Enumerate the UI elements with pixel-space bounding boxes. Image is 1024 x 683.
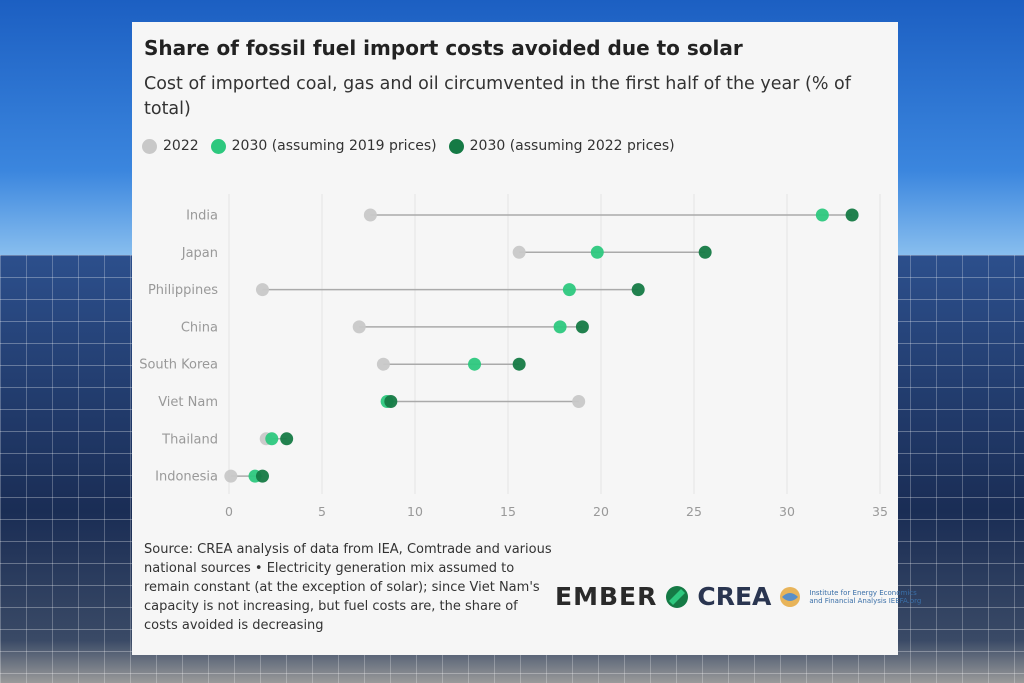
ieefa-logo: Institute for Energy Economics and Finan… (809, 588, 922, 605)
data-point (815, 208, 829, 222)
legend: 2022 2030 (assuming 2019 prices) 2030 (ass… (142, 138, 679, 154)
x-tick-label: 20 (593, 504, 609, 519)
category-label: Thailand (161, 432, 218, 447)
crea-logo: CREA (697, 582, 772, 611)
category-label: Japan (181, 246, 218, 261)
legend-item: 2030 (assuming 2019 prices) (210, 138, 437, 154)
legend-item: 2030 (assuming 2022 prices) (448, 138, 675, 154)
data-point (468, 357, 482, 371)
source-note: Source: CREA analysis of data from IEA, … (144, 542, 552, 633)
data-point (553, 320, 567, 334)
data-point (698, 245, 712, 259)
data-point (572, 395, 586, 408)
x-tick-label: 10 (407, 504, 423, 519)
category-label: India (186, 209, 218, 224)
data-point (363, 208, 377, 222)
data-point (384, 395, 398, 408)
chart-card: Share of fossil fuel import costs avoide… (132, 22, 921, 655)
legend-label: 2022 (163, 138, 199, 154)
data-point (280, 432, 294, 446)
data-point (575, 320, 589, 334)
data-point (265, 432, 279, 446)
x-tick-label: 35 (872, 504, 888, 519)
data-point (376, 357, 390, 371)
data-point (590, 245, 604, 259)
data-point (224, 469, 238, 483)
data-point (352, 320, 366, 334)
legend-dot-icon (142, 138, 157, 154)
chart-title: Share of fossil fuel import costs avoide… (144, 36, 743, 60)
category-label: Indonesia (155, 470, 218, 485)
legend-item: 2022 (142, 138, 199, 154)
category-label: China (181, 320, 218, 335)
data-point (562, 283, 576, 297)
legend-dot-icon (448, 138, 464, 154)
chart-plot: 0 5 10 15 20 25 30 35 India Japan Philippines China… (139, 194, 888, 519)
data-point (255, 283, 269, 297)
data-point (512, 357, 526, 371)
category-label: Philippines (148, 283, 218, 298)
crea-logo-icon (666, 585, 689, 608)
ember-logo: EMBER (555, 582, 658, 611)
data-point (512, 245, 526, 259)
legend-label: 2030 (assuming 2022 prices) (469, 138, 675, 154)
chart-subtitle: Cost of imported coal, gas and oil circu… (144, 74, 851, 119)
data-point (845, 208, 859, 222)
category-label: Viet Nam (158, 395, 218, 410)
x-tick-label: 0 (225, 504, 233, 519)
ieefa-globe-icon (780, 586, 801, 607)
x-tick-label: 15 (500, 504, 516, 519)
category-label: South Korea (139, 358, 218, 373)
logos: EMBER CREA Institute for Energy Economic… (555, 582, 929, 611)
data-point (255, 469, 269, 483)
x-tick-label: 5 (318, 504, 326, 519)
data-point (631, 283, 645, 297)
x-tick-label: 30 (779, 504, 795, 519)
legend-label: 2030 (assuming 2019 prices) (231, 138, 437, 154)
legend-dot-icon (210, 138, 226, 154)
x-tick-label: 25 (686, 504, 702, 519)
